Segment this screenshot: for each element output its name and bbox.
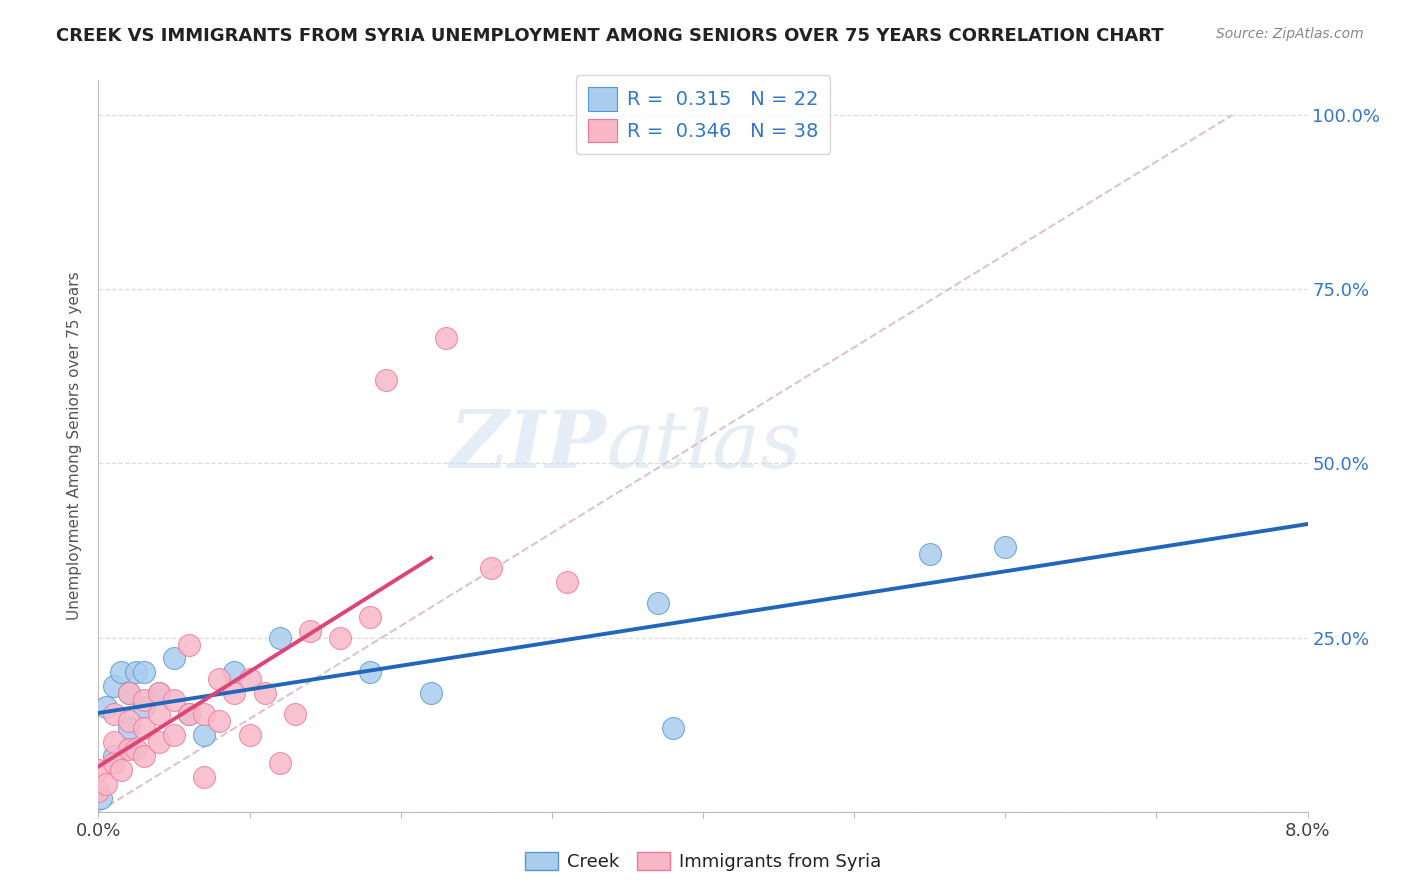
Point: [103, 749, 125, 764]
Point: [224, 665, 246, 680]
Point: [163, 728, 186, 742]
Point: [239, 673, 262, 687]
Point: [148, 686, 170, 700]
Point: [163, 693, 186, 707]
Legend: R =  0.315   N = 22, R =  0.346   N = 38: R = 0.315 N = 22, R = 0.346 N = 38: [576, 75, 830, 154]
Point: [420, 686, 443, 700]
Point: [360, 665, 382, 680]
Point: [918, 547, 941, 561]
Point: [208, 673, 231, 687]
Point: [132, 700, 155, 714]
Point: [94, 777, 117, 791]
Point: [329, 631, 352, 645]
Point: [148, 686, 170, 700]
Point: [284, 707, 307, 722]
Point: [125, 665, 148, 680]
Point: [224, 686, 246, 700]
Y-axis label: Unemployment Among Seniors over 75 years: Unemployment Among Seniors over 75 years: [67, 272, 83, 620]
Point: [994, 540, 1017, 554]
Point: [87, 784, 110, 798]
Point: [163, 651, 186, 665]
Point: [118, 742, 141, 756]
Point: [647, 596, 669, 610]
Point: [208, 714, 231, 728]
Point: [110, 763, 132, 777]
Point: [132, 693, 155, 707]
Point: [555, 574, 578, 589]
Point: [193, 728, 215, 742]
Point: [148, 735, 170, 749]
Point: [239, 728, 262, 742]
Point: [103, 679, 125, 693]
Point: [132, 749, 155, 764]
Point: [103, 756, 125, 770]
Legend: Creek, Immigrants from Syria: Creek, Immigrants from Syria: [517, 845, 889, 879]
Point: [94, 700, 117, 714]
Point: [193, 770, 215, 784]
Point: [269, 756, 291, 770]
Point: [103, 707, 125, 722]
Point: [90, 790, 112, 805]
Point: [299, 624, 322, 638]
Point: [103, 735, 125, 749]
Point: [87, 763, 110, 777]
Point: [125, 742, 148, 756]
Text: ZIP: ZIP: [450, 408, 606, 484]
Point: [110, 665, 132, 680]
Point: [118, 721, 141, 735]
Point: [360, 609, 382, 624]
Point: [132, 721, 155, 735]
Point: [179, 638, 201, 652]
Text: CREEK VS IMMIGRANTS FROM SYRIA UNEMPLOYMENT AMONG SENIORS OVER 75 YEARS CORRELAT: CREEK VS IMMIGRANTS FROM SYRIA UNEMPLOYM…: [56, 27, 1164, 45]
Point: [118, 686, 141, 700]
Text: atlas: atlas: [606, 408, 801, 484]
Point: [118, 714, 141, 728]
Point: [179, 707, 201, 722]
Point: [434, 331, 457, 345]
Point: [193, 707, 215, 722]
Point: [269, 631, 291, 645]
Point: [148, 707, 170, 722]
Point: [253, 686, 276, 700]
Point: [118, 686, 141, 700]
Point: [661, 721, 683, 735]
Point: [374, 373, 396, 387]
Text: Source: ZipAtlas.com: Source: ZipAtlas.com: [1216, 27, 1364, 41]
Point: [481, 561, 503, 575]
Point: [132, 665, 155, 680]
Point: [179, 707, 201, 722]
